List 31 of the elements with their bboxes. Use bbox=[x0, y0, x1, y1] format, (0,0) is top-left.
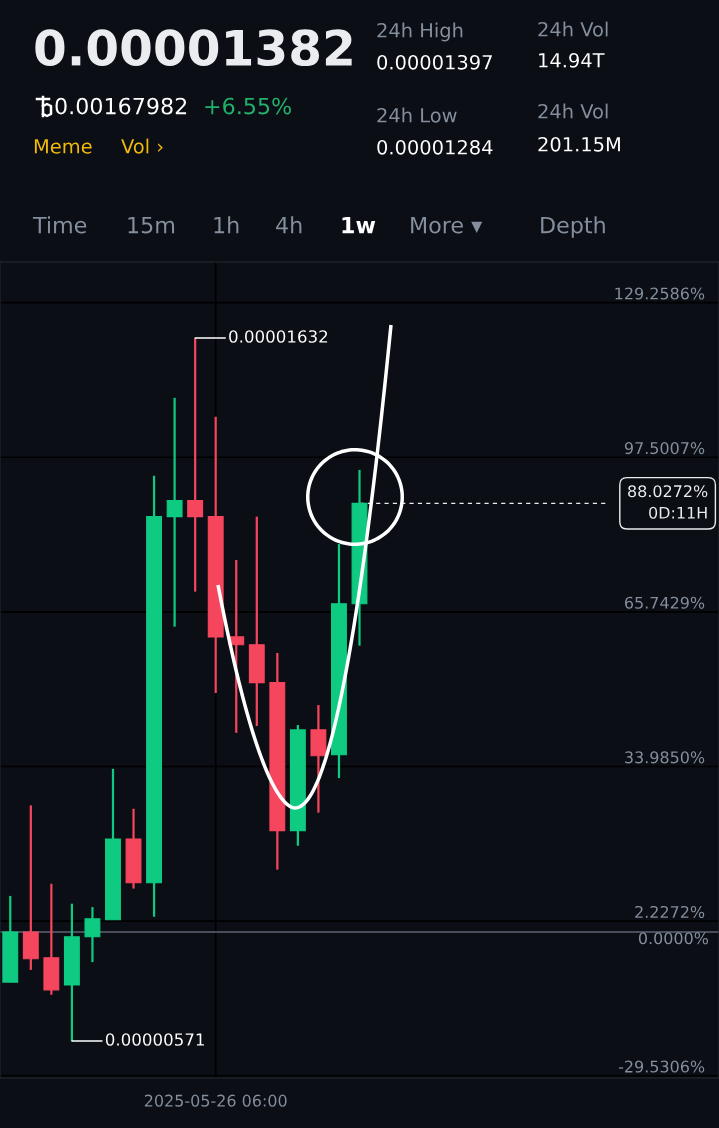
text: 14.94T bbox=[539, 52, 605, 68]
text: +6.55% bbox=[205, 97, 291, 115]
text: 0.00001397 bbox=[377, 54, 492, 70]
y-tick-label: 129.2586% bbox=[615, 287, 705, 300]
text: Time bbox=[32, 216, 87, 234]
text: 0.00001284 bbox=[377, 139, 493, 155]
text: 1w bbox=[342, 216, 376, 234]
y-tick-label: 2.2272% bbox=[635, 905, 705, 918]
text: 4h bbox=[276, 216, 302, 234]
text: Meme bbox=[34, 139, 92, 154]
text: 24h Low bbox=[377, 107, 457, 123]
text: Vol › bbox=[121, 138, 163, 154]
y-tick-label: 33.9850% bbox=[625, 751, 705, 764]
y-tick-label: 97.5007% bbox=[624, 442, 705, 455]
annotation: 0.00001632 bbox=[229, 330, 328, 343]
text: 24h High bbox=[377, 22, 463, 42]
text: More ▾ bbox=[411, 216, 483, 234]
y-tick-label: 65.7429% bbox=[625, 596, 705, 609]
text: Depth bbox=[541, 216, 605, 238]
text: 2025-05-26 06:00 bbox=[144, 1094, 287, 1107]
text: 1h bbox=[214, 216, 239, 234]
annotation: 0.00000571 bbox=[105, 1033, 204, 1046]
text: 201.15M bbox=[538, 136, 620, 152]
text: 24h Vol bbox=[538, 21, 608, 37]
ref-line-label: 88.0272% 0D:11H bbox=[628, 485, 708, 519]
chart-title: 0.00001382 bbox=[35, 29, 352, 67]
y-tick-label: -29.5306% bbox=[618, 1060, 705, 1073]
text: 15m bbox=[128, 216, 175, 234]
text: 24h Vol bbox=[538, 103, 608, 119]
text: 0.00167982 bbox=[55, 97, 187, 115]
ref-line-label: 0.0000% bbox=[638, 932, 709, 945]
